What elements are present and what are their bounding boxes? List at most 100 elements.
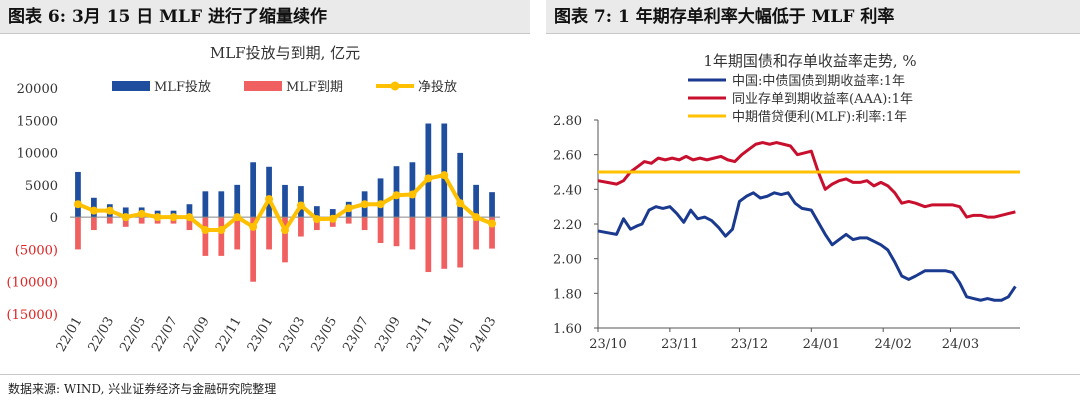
legend-label-1: MLF到期 xyxy=(286,80,343,95)
bar-mlf-injection xyxy=(250,162,257,218)
x-tick-label: 23/10 xyxy=(589,337,626,352)
bar-mlf-injection xyxy=(202,191,209,218)
bar-mlf-injection xyxy=(329,209,336,218)
bar-mlf-maturity xyxy=(91,217,97,231)
bar-mlf-injection xyxy=(75,171,81,218)
bar-mlf-maturity xyxy=(186,217,193,231)
net-injection-point xyxy=(424,174,433,183)
net-injection-point xyxy=(265,195,274,204)
right-chart-heading: 图表 7: 1 年期存单利率大幅低于 MLF 利率 xyxy=(546,0,1080,34)
net-injection-point xyxy=(296,201,305,210)
x-tick-label: 24/01 xyxy=(436,315,468,355)
bar-mlf-maturity xyxy=(106,217,113,224)
legend-label-2: 净投放 xyxy=(418,79,457,95)
y-tick-label: 1.80 xyxy=(553,287,582,302)
net-injection-point xyxy=(233,213,242,222)
net-injection-point xyxy=(312,215,321,224)
x-tick-label: 23/12 xyxy=(731,337,768,352)
net-injection-point xyxy=(73,200,82,209)
x-tick-label: 23/03 xyxy=(277,315,309,355)
net-injection-point xyxy=(440,171,449,180)
net-injection-point xyxy=(472,213,481,222)
bar-mlf-maturity xyxy=(489,217,495,249)
bar-mlf-maturity xyxy=(441,217,448,269)
legend-swatch-0 xyxy=(112,81,150,91)
legend-marker-2 xyxy=(390,81,400,91)
x-tick-label: 24/03 xyxy=(942,337,979,352)
bar-mlf-maturity xyxy=(266,217,272,250)
yield-chart-panel: 1年期国债和存单收益率走势, % 中国:中债国债到期收益率:1年 同业存单到期收益率… xyxy=(546,38,1080,372)
bar-mlf-injection xyxy=(489,192,495,218)
net-injection-point xyxy=(328,214,337,223)
legend-label-1: 同业存单到期收益率(AAA):1年 xyxy=(732,91,913,107)
net-injection-point xyxy=(488,219,497,228)
y-tick-label: (15000) xyxy=(7,308,59,323)
x-tick-label: 24/01 xyxy=(803,337,840,352)
bar-mlf-maturity xyxy=(218,217,225,256)
net-injection-point xyxy=(456,199,465,208)
x-tick-label: 22/07 xyxy=(149,315,181,355)
x-tick-label: 22/05 xyxy=(117,315,149,355)
yield-chart: 1年期国债和存单收益率走势, % 中国:中债国债到期收益率:1年同业存单到期收益率… xyxy=(553,52,1020,352)
bar-mlf-maturity xyxy=(457,217,464,268)
bar-mlf-maturity xyxy=(409,217,416,250)
x-tick-label: 22/01 xyxy=(54,315,86,355)
legend-label-0: 中国:中债国债到期收益率:1年 xyxy=(732,73,905,89)
y-tick-label: 2.40 xyxy=(553,183,582,198)
bar-mlf-injection xyxy=(186,204,193,218)
y-tick-label: 2.00 xyxy=(553,253,582,268)
chart-title: 1年期国债和存单收益率走势, % xyxy=(703,52,916,70)
y-tick-label: 15000 xyxy=(17,114,58,129)
bar-mlf-injection xyxy=(122,207,129,218)
x-tick-label: 22/09 xyxy=(181,315,213,355)
bar-mlf-maturity xyxy=(393,217,400,247)
net-injection-point xyxy=(105,206,114,215)
legend-label-2: 中期借贷便利(MLF):利率:1年 xyxy=(732,109,907,125)
bar-mlf-injection xyxy=(218,191,225,218)
chart-title: MLF投放与到期, 亿元 xyxy=(210,44,360,62)
bar-mlf-maturity xyxy=(282,217,288,263)
x-tick-label: 23/01 xyxy=(245,315,277,355)
net-injection-point xyxy=(408,190,417,199)
mlf-chart: MLF投放与到期, 亿元 MLF投放 MLF到期 净投放 20000 15000 10000… xyxy=(7,44,500,355)
x-tick-label: 24/03 xyxy=(468,315,500,355)
bar-mlf-maturity xyxy=(473,217,479,250)
mlf-chart-panel: MLF投放与到期, 亿元 MLF投放 MLF到期 净投放 20000 15000 10000… xyxy=(0,38,530,372)
y-tick-label: 5000 xyxy=(25,179,58,194)
y-tick-label: 20000 xyxy=(17,82,58,97)
net-injection-point xyxy=(201,226,210,235)
net-injection-point xyxy=(153,213,162,222)
legend-swatch-1 xyxy=(244,81,282,91)
net-injection-point xyxy=(344,204,353,213)
x-tick-label: 23/11 xyxy=(404,315,436,355)
net-injection-point xyxy=(360,200,369,209)
treasury-yield-line xyxy=(597,191,1017,302)
bar-mlf-injection xyxy=(313,206,320,218)
bar-mlf-maturity xyxy=(345,217,352,224)
bar-mlf-maturity xyxy=(377,217,384,243)
y-tick-label: 10000 xyxy=(17,147,58,162)
net-injection-point xyxy=(281,226,289,235)
source-note: 数据来源: WIND, 兴业证券经济与金融研究院整理 xyxy=(0,374,1080,402)
bar-mlf-injection xyxy=(377,178,384,218)
net-injection-point xyxy=(185,213,194,222)
y-tick-label: 1.60 xyxy=(553,322,582,337)
x-tick-label: 23/05 xyxy=(309,315,341,355)
bar-mlf-maturity xyxy=(234,217,241,250)
bar-mlf-maturity xyxy=(138,217,145,224)
bar-mlf-maturity xyxy=(250,217,257,282)
bar-mlf-injection xyxy=(473,184,479,218)
legend-label-0: MLF投放 xyxy=(154,79,211,95)
net-injection-point xyxy=(121,213,130,222)
bar-mlf-injection xyxy=(234,184,241,218)
x-tick-label: 23/09 xyxy=(372,315,404,355)
bar-mlf-injection xyxy=(457,152,464,218)
x-tick-label: 22/03 xyxy=(86,315,118,355)
left-chart-heading: 图表 6: 3月 15 日 MLF 进行了缩量续作 xyxy=(0,0,530,34)
bar-mlf-maturity xyxy=(425,217,432,273)
y-tick-label: 2.20 xyxy=(553,218,582,233)
bar-mlf-maturity xyxy=(313,217,320,231)
y-tick-label: 2.80 xyxy=(553,114,582,129)
y-tick-label: (10000) xyxy=(7,276,59,291)
net-injection-point xyxy=(376,200,385,209)
